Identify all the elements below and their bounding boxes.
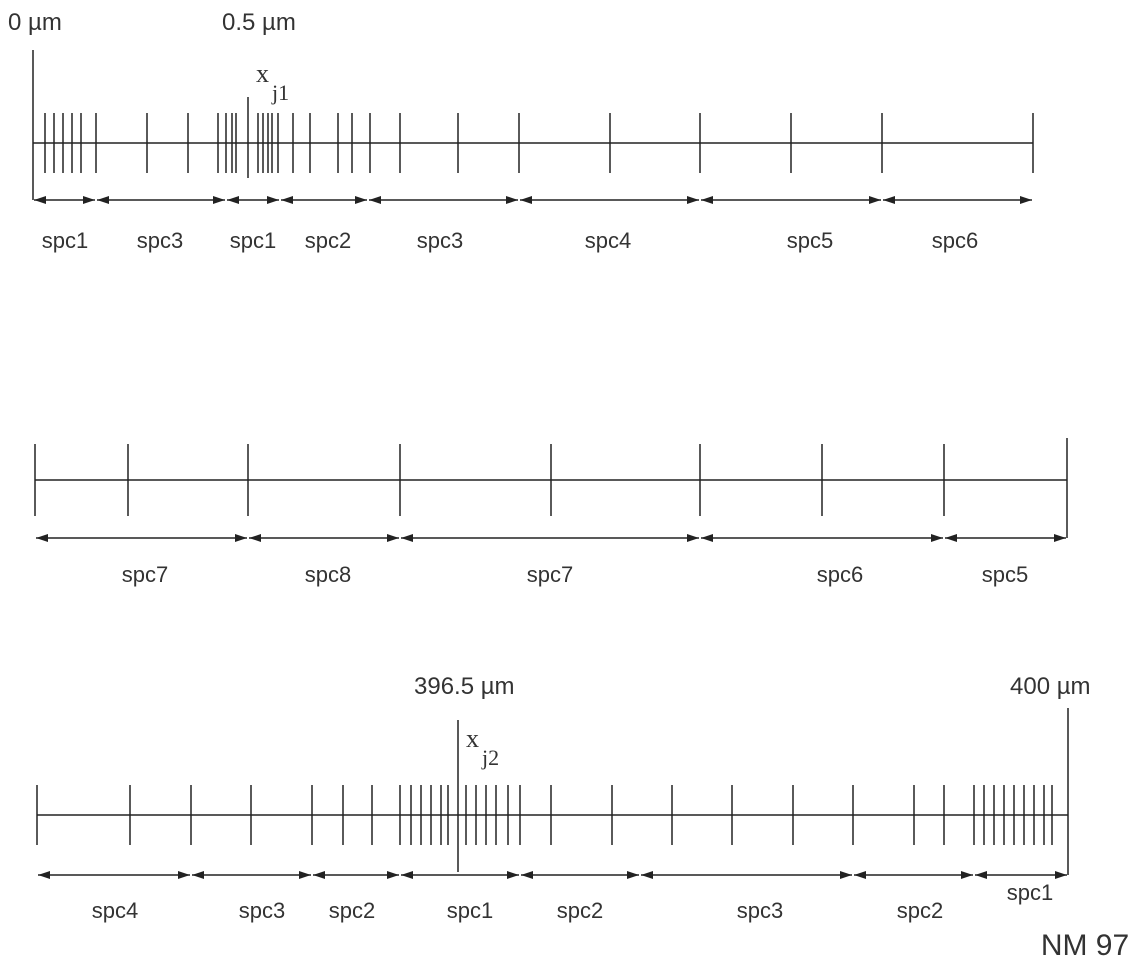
segment-label: spc6	[817, 562, 863, 587]
segment-label: spc4	[585, 228, 631, 253]
segment-label: spc5	[787, 228, 833, 253]
node-subscript: j1	[271, 80, 289, 105]
node-subscript: j2	[481, 745, 499, 770]
segment-label: spc7	[527, 562, 573, 587]
position-label: 396.5 µm	[414, 673, 515, 700]
mesh-diagram: 0 µm 0.5 µm x j1 396.5 µm 400 µm x j2 NM…	[0, 0, 1139, 959]
segment-label: spc2	[897, 898, 943, 923]
end-label: 400 µm	[1010, 673, 1091, 700]
segment-label: spc3	[137, 228, 183, 253]
segment-label: spc3	[417, 228, 463, 253]
node-symbol: x	[466, 724, 479, 753]
segment-label: spc1	[447, 898, 493, 923]
segment-label: spc5	[982, 562, 1028, 587]
segment-label: spc2	[305, 228, 351, 253]
segment-label: spc8	[305, 562, 351, 587]
segment-label: spc2	[329, 898, 375, 923]
start-label: 0 µm	[8, 9, 62, 36]
segment-label: spc6	[932, 228, 978, 253]
segment-label: spc1	[1007, 880, 1053, 905]
segment-label: spc2	[557, 898, 603, 923]
segment-label: spc3	[737, 898, 783, 923]
position-label: 0.5 µm	[222, 9, 296, 36]
segment-label: spc7	[122, 562, 168, 587]
segment-label: spc4	[92, 898, 138, 923]
footer: NM 97	[1041, 929, 1129, 959]
segment-label: spc1	[230, 228, 276, 253]
segment-label: spc1	[42, 228, 88, 253]
node-symbol: x	[256, 59, 269, 88]
segment-label: spc3	[239, 898, 285, 923]
